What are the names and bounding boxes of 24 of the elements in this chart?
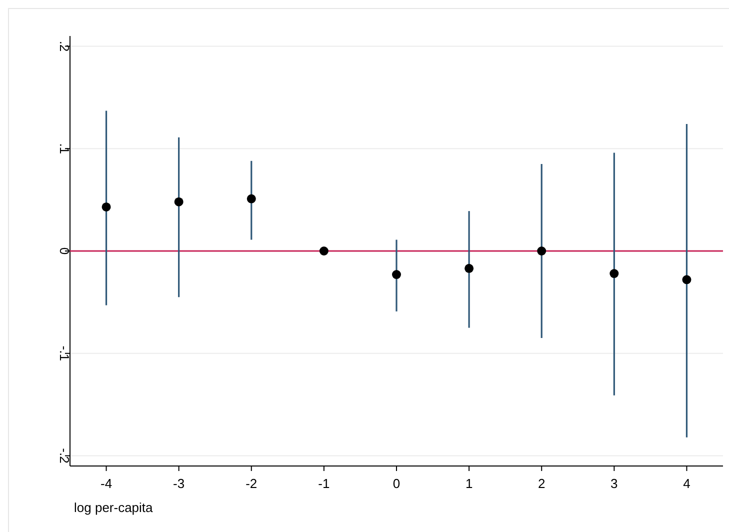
point <box>682 275 692 284</box>
x-tick-label: -3 <box>173 476 185 491</box>
x-tick-label: -1 <box>318 476 330 491</box>
x-tick-label: -4 <box>100 476 112 491</box>
point <box>102 202 111 212</box>
point <box>246 194 256 204</box>
x-tick-label: 0 <box>392 476 400 491</box>
y-tick-label: .2 <box>57 40 72 52</box>
point <box>392 270 401 280</box>
y-tick-label: -.2 <box>57 448 72 464</box>
x-tick-label: 3 <box>610 476 618 491</box>
x-tick-label: 2 <box>538 476 546 491</box>
y-tick-label: .1 <box>57 143 72 154</box>
point <box>174 197 184 206</box>
x-tick-label: 4 <box>683 476 690 491</box>
point <box>610 269 619 278</box>
x-tick-label: -2 <box>246 476 258 491</box>
point <box>464 264 474 273</box>
x-tick-label: 1 <box>465 476 473 491</box>
y-tick-label: -.1 <box>57 346 72 361</box>
point <box>537 246 546 256</box>
point <box>319 246 328 256</box>
x-axis-title: log per-capita <box>74 500 154 515</box>
y-tick-label: 0 <box>57 247 72 255</box>
